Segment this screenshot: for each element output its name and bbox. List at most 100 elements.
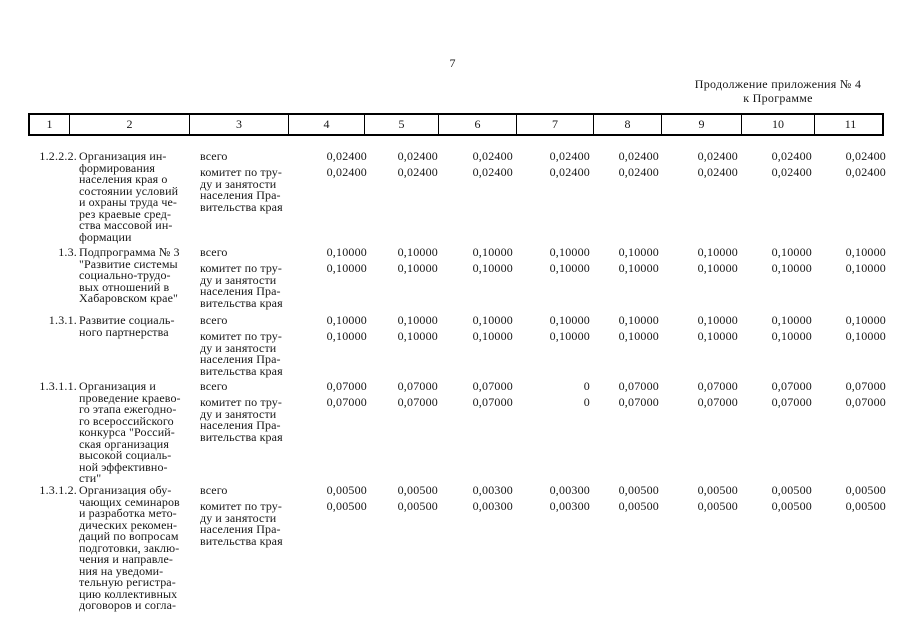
value-cell: 0,10000: [397, 245, 438, 259]
executor-line: вительства края: [200, 295, 283, 310]
description-line: ного партнерства: [79, 324, 169, 339]
value-cell: 0,02400: [771, 149, 812, 163]
description-line: го всероссийского: [79, 413, 174, 428]
executor-cell: всего: [200, 313, 300, 327]
value-cell: 0,10000: [326, 329, 367, 343]
value-cell: 0,00500: [326, 499, 367, 513]
executor-line: населения Пра-: [200, 418, 281, 432]
description-line: дических рекомен-: [79, 517, 178, 532]
value-cell: 0,07000: [845, 379, 886, 393]
value-cell: 0,02400: [697, 165, 738, 179]
value-cell: 0,00500: [697, 499, 738, 513]
value-cell: 0,02400: [697, 149, 738, 163]
row-description: Организация ин-формирования населения кра…: [79, 150, 197, 243]
description-line: рез краевые сред-: [79, 206, 172, 221]
executor-cell: всего: [200, 245, 300, 259]
executor-line: населения Пра-: [200, 522, 281, 536]
value-cell: 0,02400: [845, 165, 886, 179]
value-cell: 0,10000: [397, 313, 438, 327]
value-cell: 0,02400: [618, 149, 659, 163]
description-line: цию коллективных: [79, 586, 178, 601]
executor-cell: комитет по тру-ду и занятости населения П…: [200, 499, 300, 547]
value-cell: 0,02400: [618, 165, 659, 179]
value-cell: 0,07000: [397, 379, 438, 393]
value-cell: 0,07000: [618, 395, 659, 409]
description-line: социально-трудо-: [79, 268, 171, 282]
column-number-cell: 7: [517, 115, 594, 134]
value-cell: 0,10000: [549, 261, 590, 275]
value-cell: 0,02400: [326, 149, 367, 163]
executor-line: населения Пра-: [200, 352, 281, 366]
value-cell: 0,07000: [472, 379, 513, 393]
value-cell: 0,10000: [549, 329, 590, 343]
executor-line: комитет по тру-: [200, 329, 282, 343]
appendix-note-line2: к Программе: [743, 90, 813, 105]
description-line: даций по вопросам: [79, 529, 179, 543]
executor-line: ду и занятости: [200, 176, 277, 191]
value-cell: 0,00300: [549, 483, 590, 497]
executor-cell: всего: [200, 380, 300, 393]
executor-line: комитет по тру-: [200, 499, 282, 513]
executor-line: населения Пра-: [200, 284, 281, 298]
description-line: и разработка мето-: [79, 506, 177, 520]
value-cell: 0,07000: [771, 395, 812, 409]
value-cell: 0,00500: [397, 483, 438, 497]
executor-line: всего: [200, 313, 228, 327]
value-cell: 0,02400: [397, 149, 438, 163]
value-cell: 0,07000: [697, 379, 738, 393]
table-column-numbers-row: 1 2 3 4 5 6 7 8 9 10 11: [28, 113, 884, 136]
value-cell: 0,10000: [472, 261, 513, 275]
value-cell: 0,00500: [397, 499, 438, 513]
value-cell: 0,10000: [618, 313, 659, 327]
value-cell: 0,00300: [472, 483, 513, 497]
value-cell: 0,00500: [845, 483, 886, 497]
value-cell: 0,10000: [845, 313, 886, 327]
executor-line: ду и занятости: [200, 406, 277, 421]
description-line: Организация обу-: [79, 483, 172, 497]
description-line: тельную регистра-: [79, 575, 176, 589]
value-cell: 0,10000: [697, 329, 738, 343]
row-description: Развитие социаль-ного партнерства: [79, 313, 197, 339]
executor-cell: комитет по тру-ду и занятости населения П…: [200, 329, 300, 378]
description-line: ния на уведоми-: [79, 563, 164, 578]
column-number-cell: 4: [289, 115, 365, 134]
value-cell: 0,10000: [397, 261, 438, 275]
row-number: 1.2.2.2.: [39, 149, 77, 163]
row-description: Подпрограмма № 3 "Развитие системы социаль…: [79, 246, 197, 305]
description-line: "Развитие системы: [79, 256, 178, 271]
value-cell: 0,10000: [771, 329, 812, 343]
value-cell: 0,10000: [618, 261, 659, 275]
description-line: состоянии условий: [79, 183, 179, 198]
executor-cell: комитет по тру-ду и занятости населения П…: [200, 262, 300, 310]
row-number: 1.3.1.: [48, 313, 77, 327]
column-number-cell: 8: [594, 115, 662, 134]
value-cell: 0,10000: [697, 245, 738, 259]
value-cell: 0,10000: [326, 261, 367, 275]
value-cell: 0,02400: [472, 149, 513, 163]
column-number-cell: 5: [365, 115, 439, 134]
value-cell: 0,00500: [618, 483, 659, 497]
column-number-cell: 2: [70, 115, 190, 134]
executor-line: вительства края: [200, 363, 283, 378]
column-number-cell: 6: [439, 115, 517, 134]
value-cell: 0,02400: [771, 165, 812, 179]
value-cell: 0,02400: [326, 165, 367, 179]
value-cell: 0,00300: [549, 499, 590, 513]
value-cell: 0,07000: [845, 395, 886, 409]
description-line: Развитие социаль-: [79, 313, 175, 327]
executor-line: всего: [200, 245, 228, 259]
description-line: ская организация: [79, 436, 169, 451]
value-cell: 0,00500: [845, 499, 886, 513]
executor-line: комитет по тру-: [200, 395, 282, 409]
description-line: высокой социаль-: [79, 448, 172, 462]
executor-line: вительства края: [200, 199, 283, 214]
executor-cell: комитет по тру-ду и занятости населения П…: [200, 166, 300, 214]
value-cell: 0,07000: [771, 379, 812, 393]
description-line: подготовки, заклю-: [79, 540, 180, 555]
value-cell: 0,07000: [397, 395, 438, 409]
value-cell: 0,02400: [549, 149, 590, 163]
column-number-cell: 11: [844, 117, 857, 131]
executor-line: ду и занятости: [200, 510, 277, 525]
appendix-note-line1: Продолжение приложения № 4: [694, 77, 862, 91]
